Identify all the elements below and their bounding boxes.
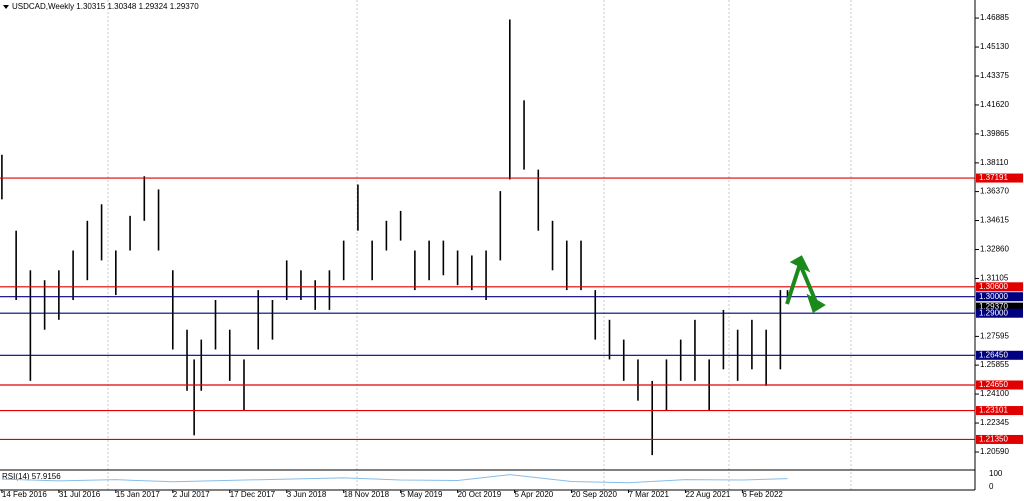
chart-title: USDCAD,Weekly 1.30315 1.30348 1.29324 1.…: [12, 2, 199, 11]
arrow-head: [789, 255, 811, 273]
rsi-tick-label: 0: [989, 482, 994, 491]
x-tick-label: 15 Jan 2017: [116, 490, 161, 499]
price-label: 1.37191: [979, 173, 1008, 182]
price-label: 1.29000: [979, 308, 1008, 317]
x-tick-label: 5 May 2019: [401, 490, 443, 499]
y-tick-label: 1.20590: [980, 447, 1009, 456]
price-label: 1.23101: [979, 406, 1008, 415]
y-tick-label: 1.31105: [980, 274, 1009, 283]
price-label-box: [976, 282, 1023, 292]
y-tick-label: 1.43375: [980, 71, 1009, 80]
collapse-icon: [3, 5, 9, 9]
price-label-box: [976, 350, 1023, 360]
price-label: 1.29370: [979, 302, 1008, 311]
x-tick-label: 17 Dec 2017: [230, 490, 276, 499]
rsi-line: [1, 474, 788, 484]
y-tick-label: 1.36370: [980, 187, 1009, 196]
y-tick-label: 1.24100: [980, 389, 1009, 398]
price-label-box: [976, 173, 1023, 183]
price-label: 1.26450: [979, 350, 1008, 359]
price-label-box: [976, 406, 1023, 416]
price-label-box: [976, 302, 1023, 312]
rsi-tick-label: 100: [989, 469, 1003, 478]
price-label-box: [976, 380, 1023, 390]
y-tick-label: 1.22345: [980, 418, 1009, 427]
y-tick-label: 1.34615: [980, 216, 1009, 225]
arrow-head: [806, 293, 826, 314]
price-label-box: [976, 434, 1023, 444]
price-label-box: [976, 308, 1023, 318]
y-tick-label: 1.46885: [980, 13, 1009, 22]
x-tick-label: 18 Nov 2018: [344, 490, 390, 499]
price-label: 1.21350: [979, 435, 1008, 444]
x-tick-label: 14 Feb 2016: [2, 490, 47, 499]
price-label-box: [976, 292, 1023, 302]
x-tick-label: 3 Jun 2018: [287, 490, 327, 499]
price-label: 1.30000: [979, 292, 1008, 301]
x-tick-label: 6 Feb 2022: [742, 490, 783, 499]
x-tick-label: 2 Jul 2017: [173, 490, 210, 499]
y-tick-label: 1.27595: [980, 332, 1009, 341]
x-tick-label: 20 Sep 2020: [572, 490, 618, 499]
x-tick-label: 5 Apr 2020: [515, 490, 554, 499]
x-tick-label: 31 Jul 2016: [59, 490, 101, 499]
price-label: 1.24650: [979, 380, 1008, 389]
price-label: 1.30600: [979, 282, 1008, 291]
y-tick-label: 1.39865: [980, 129, 1009, 138]
y-tick-label: 1.32860: [980, 245, 1009, 254]
annotation-arrow: [785, 255, 826, 314]
x-tick-label: 7 Mar 2021: [628, 490, 669, 499]
y-tick-label: 1.38110: [980, 158, 1009, 167]
y-tick-label: 1.45130: [980, 42, 1009, 51]
vgrid: [107, 0, 852, 490]
y-tick-label: 1.41620: [980, 100, 1009, 109]
marks: 1.46885 1.45130 1.43375 1.41620 1.39865 1.381…: [0, 13, 1023, 499]
y-tick-label: 1.25855: [980, 360, 1009, 369]
rsi-label: RSI(14) 57.9156: [2, 472, 61, 481]
x-tick-label: 20 Oct 2019: [458, 490, 502, 499]
x-tick-label: 22 Aug 2021: [685, 490, 730, 499]
